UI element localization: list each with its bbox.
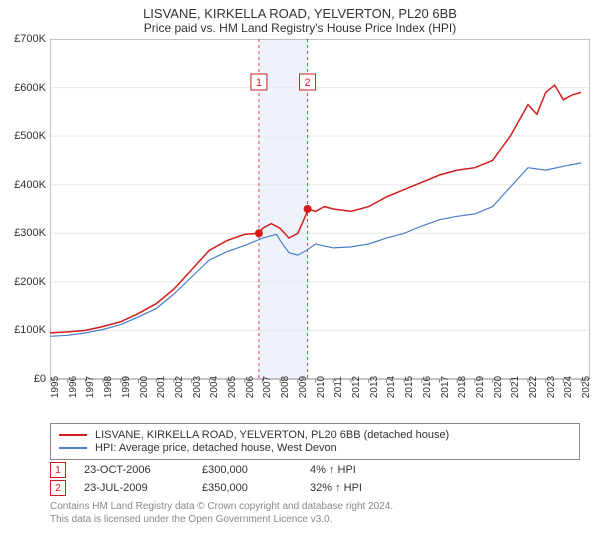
transaction-date: 23-OCT-2006 [84, 464, 184, 476]
x-tick-label: 2024 [563, 376, 574, 398]
x-tick-label: 2017 [440, 376, 451, 398]
y-tick-label: £400K [14, 179, 50, 191]
x-tick-label: 2010 [316, 376, 327, 398]
x-tick-label: 2011 [333, 376, 344, 398]
y-tick-label: £700K [14, 33, 50, 45]
chart-container: LISVANE, KIRKELLA ROAD, YELVERTON, PL20 … [0, 0, 600, 560]
transaction-delta: 32% ↑ HPI [310, 482, 362, 494]
chart-area: £0£100K£200K£300K£400K£500K£600K£700K 12… [50, 39, 590, 419]
footer-line-2: This data is licensed under the Open Gov… [50, 513, 580, 526]
y-tick-label: £200K [14, 276, 50, 288]
legend-swatch [59, 434, 87, 436]
x-tick-label: 2012 [351, 376, 362, 398]
x-tick-label: 2021 [510, 376, 521, 398]
transaction-marker: 2 [50, 480, 66, 496]
x-tick-label: 2019 [475, 376, 486, 398]
legend-label: LISVANE, KIRKELLA ROAD, YELVERTON, PL20 … [95, 429, 449, 441]
y-tick-label: £500K [14, 130, 50, 142]
y-tick-label: £0 [34, 373, 50, 385]
transaction-marker: 1 [50, 462, 66, 478]
transaction-table: 1 23-OCT-2006 £300,000 4% ↑ HPI 2 23-JUL-2009… [50, 462, 580, 496]
x-tick-label: 2015 [404, 376, 415, 398]
x-tick-label: 2020 [493, 376, 504, 398]
x-tick-label: 2023 [546, 376, 557, 398]
x-tick-label: 2022 [528, 376, 539, 398]
x-tick-label: 2025 [581, 376, 592, 398]
footer-attribution: Contains HM Land Registry data © Crown c… [50, 500, 580, 526]
x-tick-label: 2018 [457, 376, 468, 398]
transaction-date: 23-JUL-2009 [84, 482, 184, 494]
x-tick-label: 2004 [209, 376, 220, 398]
legend-item: LISVANE, KIRKELLA ROAD, YELVERTON, PL20 … [59, 429, 571, 441]
legend: LISVANE, KIRKELLA ROAD, YELVERTON, PL20 … [50, 423, 580, 460]
x-tick-label: 1998 [103, 376, 114, 398]
x-tick-label: 2003 [192, 376, 203, 398]
x-tick-label: 1999 [121, 376, 132, 398]
legend-swatch [59, 447, 87, 449]
x-tick-label: 2009 [298, 376, 309, 398]
footer-line-1: Contains HM Land Registry data © Crown c… [50, 500, 580, 513]
x-tick-label: 1996 [68, 376, 79, 398]
legend-label: HPI: Average price, detached house, West… [95, 442, 337, 454]
x-tick-label: 1995 [50, 376, 61, 398]
legend-item: HPI: Average price, detached house, West… [59, 442, 571, 454]
y-tick-label: £600K [14, 82, 50, 94]
chart-subtitle: Price paid vs. HM Land Registry's House … [0, 21, 600, 39]
x-tick-label: 2006 [245, 376, 256, 398]
y-tick-label: £300K [14, 227, 50, 239]
svg-text:1: 1 [256, 77, 262, 89]
transaction-price: £300,000 [202, 464, 292, 476]
x-tick-label: 2000 [139, 376, 150, 398]
svg-text:2: 2 [305, 77, 311, 89]
x-tick-label: 2016 [422, 376, 433, 398]
transaction-row: 2 23-JUL-2009 £350,000 32% ↑ HPI [50, 480, 580, 496]
transaction-delta: 4% ↑ HPI [310, 464, 356, 476]
chart-title: LISVANE, KIRKELLA ROAD, YELVERTON, PL20 … [0, 0, 600, 21]
x-tick-label: 1997 [85, 376, 96, 398]
x-tick-label: 2002 [174, 376, 185, 398]
transaction-price: £350,000 [202, 482, 292, 494]
x-tick-label: 2001 [156, 376, 167, 398]
y-tick-label: £100K [14, 324, 50, 336]
transaction-row: 1 23-OCT-2006 £300,000 4% ↑ HPI [50, 462, 580, 478]
line-chart: 12 [50, 39, 590, 383]
x-tick-label: 2007 [262, 376, 273, 398]
x-tick-label: 2013 [369, 376, 380, 398]
x-tick-label: 2008 [280, 376, 291, 398]
x-tick-label: 2005 [227, 376, 238, 398]
x-tick-label: 2014 [386, 376, 397, 398]
